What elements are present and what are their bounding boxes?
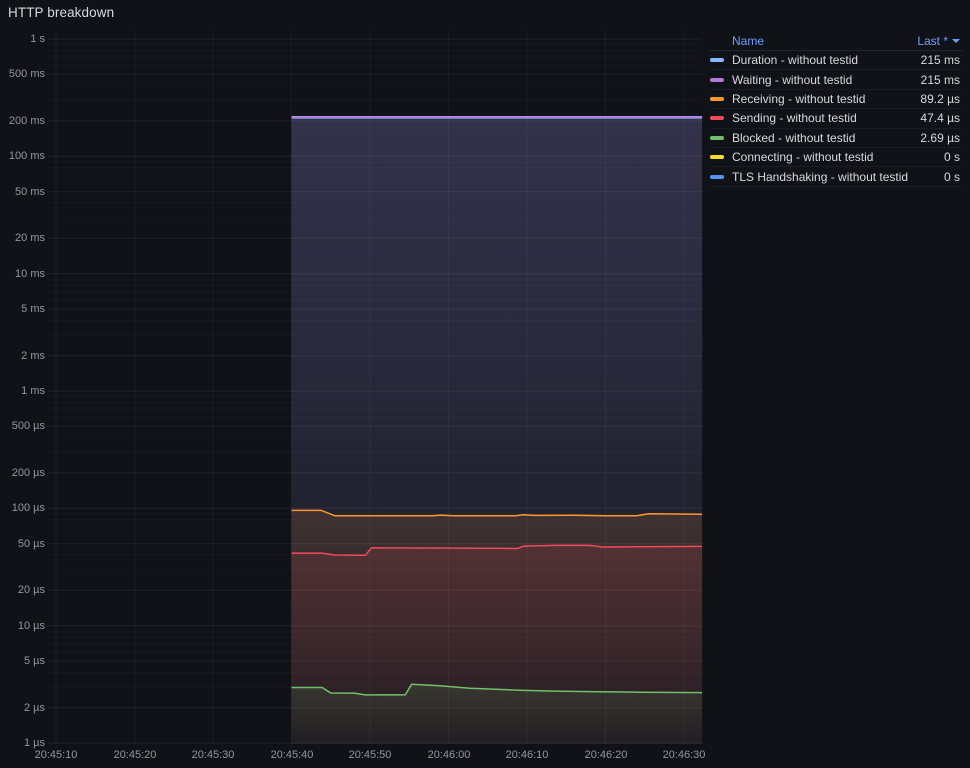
legend-series-value: 0 s — [943, 150, 960, 165]
legend-series-value: 215 ms — [920, 53, 960, 68]
x-axis-tick-label: 20:45:10 — [34, 749, 78, 761]
y-axis-tick-label: 200 µs — [11, 467, 45, 479]
legend-series-value: 2.69 µs — [920, 130, 960, 145]
x-axis-tick-label: 20:45:30 — [191, 749, 235, 761]
y-axis-tick-label: 5 µs — [23, 655, 45, 667]
legend-series-name: Duration - without testid — [732, 53, 859, 68]
y-axis-tick-label: 1 µs — [23, 737, 45, 749]
legend-series-name: Connecting - without testid — [732, 150, 874, 165]
caret-down-icon — [952, 39, 960, 43]
y-axis-tick-label: 500 ms — [8, 68, 45, 80]
legend-series-name: Waiting - without testid — [732, 72, 853, 87]
series-color-swatch — [710, 96, 724, 101]
series-color-swatch — [710, 135, 724, 140]
legend-series-value: 89.2 µs — [920, 91, 960, 106]
legend-header-name[interactable]: Name — [732, 34, 765, 48]
legend-series-name: Blocked - without testid — [732, 130, 856, 145]
y-axis-tick-label: 2 ms — [21, 350, 45, 362]
x-axis-tick-label: 20:45:50 — [348, 749, 392, 761]
series-color-swatch — [710, 58, 724, 63]
legend-row[interactable]: Connecting - without testid 0 s — [710, 148, 962, 168]
legend-series-name: Receiving - without testid — [732, 91, 866, 106]
panel-title[interactable]: HTTP breakdown — [8, 5, 115, 20]
y-axis-tick-label: 50 ms — [15, 186, 45, 198]
legend-row[interactable]: Sending - without testid 47.4 µs — [710, 109, 962, 129]
y-axis-tick-label: 500 µs — [11, 420, 45, 432]
legend-table: Name Last * Duration - without testid 215… — [710, 32, 962, 187]
y-axis-tick-label: 1 s — [30, 33, 45, 45]
x-axis-tick-label: 20:46:10 — [505, 749, 549, 761]
legend-row[interactable]: Blocked - without testid 2.69 µs — [710, 129, 962, 148]
legend-series-value: 215 ms — [920, 72, 960, 87]
series-color-swatch — [710, 77, 724, 82]
y-axis-tick-label: 20 ms — [15, 232, 45, 244]
y-axis-tick-label: 50 µs — [17, 538, 45, 550]
y-axis-tick-label: 10 µs — [17, 620, 45, 632]
series-line — [291, 509, 703, 517]
series-area — [291, 684, 703, 744]
legend-series-value: 47.4 µs — [920, 111, 960, 126]
y-axis-tick-label: 100 ms — [8, 150, 45, 162]
legend-row[interactable]: Receiving - without testid 89.2 µs — [710, 90, 962, 110]
legend-series-value: 0 s — [943, 169, 960, 184]
legend-row[interactable]: Waiting - without testid 215 ms — [710, 70, 962, 90]
legend-series-name: Sending - without testid — [732, 111, 857, 126]
y-axis-tick-label: 1 ms — [21, 385, 45, 397]
series-color-swatch — [710, 155, 724, 160]
y-axis-tick-label: 10 ms — [15, 268, 45, 280]
x-axis-tick-label: 20:45:20 — [113, 749, 157, 761]
series-color-swatch — [710, 116, 724, 121]
x-axis-tick-label: 20:45:40 — [270, 749, 314, 761]
x-axis-tick-label: 20:46:30 — [662, 749, 706, 761]
legend-row[interactable]: TLS Handshaking - without testid 0 s — [710, 167, 962, 187]
series-line — [291, 683, 703, 696]
y-axis-tick-label: 100 µs — [11, 502, 45, 514]
legend-header-last[interactable]: Last * — [917, 34, 962, 48]
y-axis-tick-label: 200 ms — [8, 115, 45, 127]
y-axis-tick-label: 2 µs — [23, 702, 45, 714]
series-line — [291, 544, 703, 557]
legend-series-name: TLS Handshaking - without testid — [732, 169, 909, 184]
y-axis-tick-label: 5 ms — [21, 303, 45, 315]
x-axis-tick-label: 20:46:20 — [584, 749, 628, 761]
x-axis-tick-label: 20:46:00 — [427, 749, 471, 761]
y-axis-tick-label: 20 µs — [17, 584, 45, 596]
series-color-swatch — [710, 174, 724, 179]
legend-header-last-label: Last * — [917, 34, 948, 48]
legend-row[interactable]: Duration - without testid 215 ms — [710, 51, 962, 71]
legend-header: Name Last * — [710, 32, 962, 51]
